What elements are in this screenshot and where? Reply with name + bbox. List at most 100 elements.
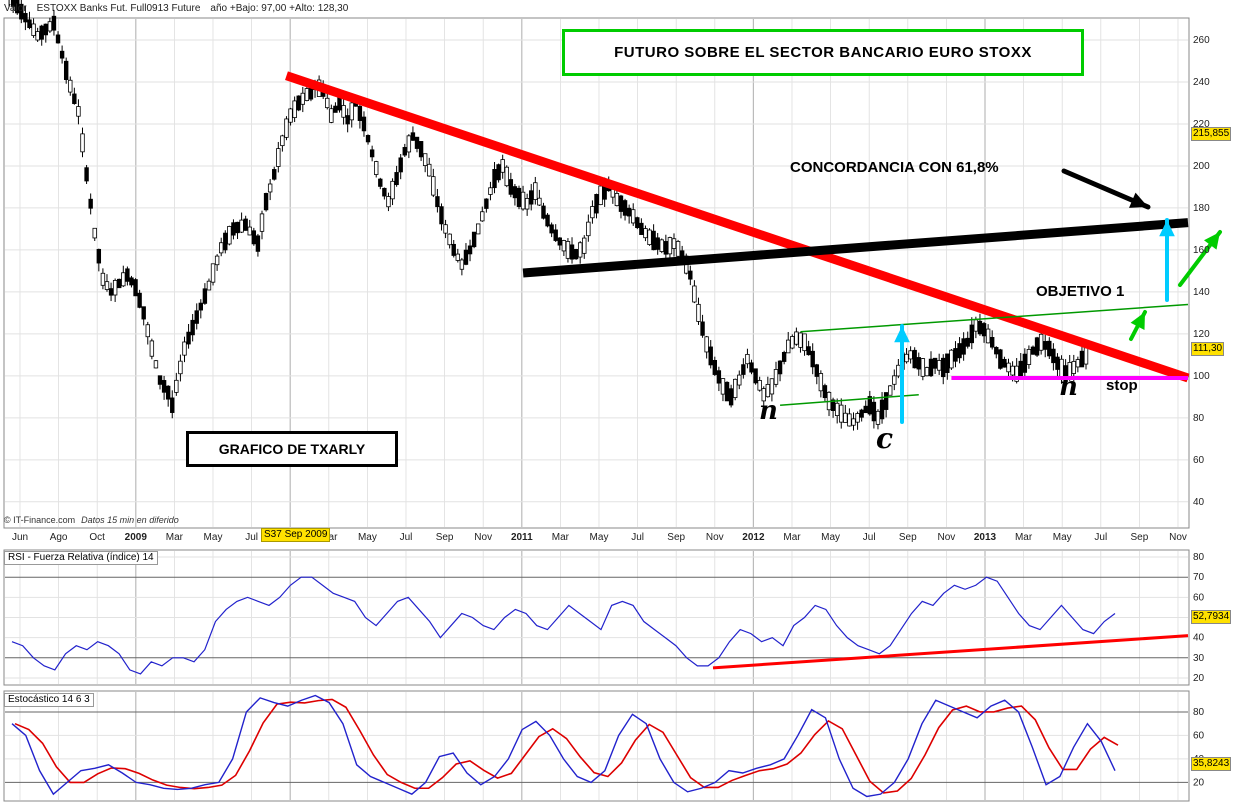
candle-body (765, 383, 771, 398)
x-tick-label: Sep (436, 532, 454, 543)
candle-body (100, 272, 106, 286)
cyan-arrow-left-head (894, 326, 910, 343)
candle-body (492, 169, 497, 189)
candle-body (859, 409, 864, 418)
red-downtrend-line (285, 71, 1190, 383)
candle-body (692, 285, 697, 303)
candle-body (284, 118, 289, 138)
x-tick-label: Mar (166, 532, 184, 543)
candle-body (439, 206, 444, 225)
candle-body (480, 211, 485, 222)
retracement-value-tag: 215,855 (1191, 127, 1232, 141)
candle-body (280, 135, 285, 147)
candle-body (455, 253, 461, 261)
candle-body (157, 375, 163, 385)
candle-body (15, 0, 20, 14)
rsi-tick-label: 30 (1193, 653, 1205, 664)
candle-body (814, 364, 819, 377)
candle-body (753, 368, 758, 384)
candle-body (23, 13, 28, 23)
candle-body (594, 194, 599, 214)
candle-body (896, 364, 901, 377)
rsi-line (11, 576, 1116, 675)
candle-body (879, 399, 885, 420)
stop-label: stop (1106, 377, 1138, 394)
candle-body (781, 352, 787, 362)
candle-body (443, 224, 448, 234)
candle-body (104, 281, 110, 290)
candle-body (520, 191, 526, 210)
candle-body (390, 180, 395, 200)
candle-body (932, 357, 938, 369)
candle-body (822, 385, 828, 399)
candle-body (288, 108, 293, 123)
candle-body (239, 219, 244, 233)
candle-body (410, 132, 416, 141)
candle-body (223, 232, 228, 251)
candle-body (643, 228, 648, 239)
candle-body (985, 328, 991, 344)
candle-body (1002, 358, 1007, 368)
candle-body (47, 21, 53, 32)
title-annotation: FUTURO SOBRE EL SECTOR BANCARIO EURO STO… (562, 29, 1084, 76)
candle-body (577, 242, 583, 258)
arrows-layer (894, 168, 1222, 424)
candle-body (447, 233, 452, 246)
candle-body (382, 187, 387, 197)
candle-body (671, 238, 677, 249)
candle-body (129, 277, 134, 286)
candle-body (43, 23, 48, 36)
valor-label: Valor (4, 3, 27, 14)
candle-body (182, 341, 187, 356)
candle-body (716, 370, 722, 384)
candle-body (292, 100, 297, 119)
candle-body (626, 207, 632, 217)
candle-body (1063, 365, 1068, 383)
candle-body (647, 229, 652, 246)
candle-body (341, 105, 346, 118)
candle-body (255, 235, 261, 252)
candle-body (553, 229, 558, 241)
drawn-lines (285, 71, 1190, 406)
candle-body (953, 348, 958, 362)
candle-body (541, 205, 546, 219)
candle-body (276, 148, 281, 167)
candle-body (981, 323, 987, 337)
x-tick-label: Jul (631, 532, 644, 543)
candle-body (651, 230, 656, 251)
stoch-tick-label: 20 (1193, 777, 1205, 788)
candle-body (96, 248, 102, 264)
candle-body (851, 418, 856, 426)
x-tick-label: May (590, 532, 609, 543)
candle-body (806, 346, 811, 356)
candle-body (663, 241, 669, 255)
candle-body (569, 244, 575, 260)
candle-body (206, 280, 212, 291)
candle-body (912, 349, 917, 369)
candle-body (431, 176, 436, 196)
candle-body (1018, 360, 1023, 377)
candle-body (496, 164, 501, 181)
candle-body (675, 241, 681, 257)
candle-body (712, 359, 717, 375)
candle-body (855, 413, 860, 423)
candle-body (582, 237, 587, 254)
candle-body (333, 105, 338, 113)
candle-body (945, 353, 950, 373)
y-tick-label: 160 (1193, 245, 1210, 256)
x-tick-label: Sep (899, 532, 917, 543)
candle-body (10, 0, 16, 7)
candle-body (867, 396, 873, 415)
candle-body (51, 15, 57, 31)
candle-body (210, 263, 216, 283)
candle-body (1030, 346, 1036, 355)
wave-letter-2: c (876, 422, 894, 455)
candle-body (622, 200, 628, 216)
candle-body (875, 410, 881, 425)
candle-body (704, 336, 709, 353)
candle-body (916, 357, 921, 370)
candle-body (557, 237, 562, 246)
candle-body (1026, 349, 1032, 365)
candle-body (145, 324, 150, 338)
